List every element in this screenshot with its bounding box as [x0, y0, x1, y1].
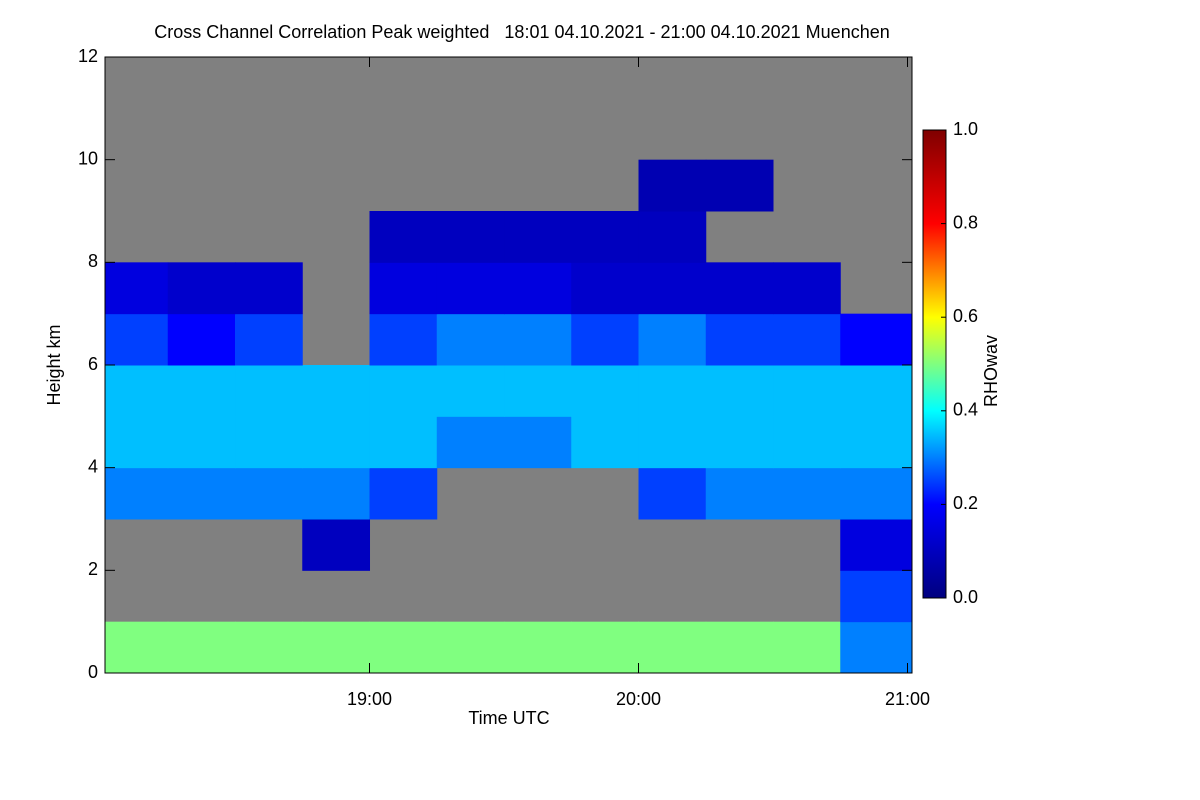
heatmap-cell	[705, 416, 774, 469]
heatmap-cell	[436, 211, 505, 263]
heatmap-cell	[638, 211, 707, 263]
heatmap-cell	[638, 621, 707, 674]
heatmap-cell	[705, 313, 774, 366]
heatmap-cell	[105, 467, 169, 520]
colorbar-tick-label: 0.0	[953, 587, 978, 607]
heatmap-cell	[302, 467, 371, 520]
x-tick-label: 20:00	[616, 689, 661, 709]
heatmap-cell	[436, 313, 505, 366]
heatmap-cell	[369, 313, 438, 366]
colorbar	[922, 129, 947, 599]
heatmap-cell	[571, 211, 640, 263]
heatmap-cell	[235, 621, 303, 674]
heatmap-cell	[705, 159, 774, 212]
y-tick-label: 12	[78, 46, 98, 66]
x-axis-label: Time UTC	[468, 708, 549, 728]
heatmap-cell	[504, 365, 572, 417]
colorbar-label: RHOwav	[981, 335, 1001, 407]
y-tick-label: 6	[88, 354, 98, 374]
heatmap-cell	[840, 570, 913, 623]
heatmap-cell	[436, 365, 505, 417]
colorbar-tick-label: 0.8	[953, 212, 978, 232]
heatmap-cell	[504, 313, 572, 366]
heatmap-cell	[840, 365, 913, 417]
heatmap-cell	[638, 313, 707, 366]
heatmap-cell	[571, 416, 640, 469]
heatmap-cell	[638, 365, 707, 417]
colorbar-tick-label: 1.0	[953, 119, 978, 139]
heatmap-cell	[369, 262, 438, 315]
heatmap-cell	[302, 621, 371, 674]
heatmap-cell	[105, 416, 169, 469]
heatmap-cell	[571, 262, 640, 315]
heatmap-cell	[369, 467, 438, 520]
heatmap-cell	[638, 159, 707, 212]
heatmap-cell	[302, 365, 371, 417]
heatmap-cell	[167, 262, 236, 315]
y-tick-label: 10	[78, 148, 98, 168]
heatmap-cell	[705, 467, 774, 520]
heatmap-cell	[167, 365, 236, 417]
heatmap-cell	[773, 467, 841, 520]
heatmap-cell	[105, 262, 169, 315]
heatmap-cell	[167, 467, 236, 520]
heatmap-cell	[504, 211, 572, 263]
heatmap-cell	[504, 621, 572, 674]
heatmap-cell	[840, 416, 913, 469]
heatmap-cell	[571, 621, 640, 674]
heatmap-cell	[369, 416, 438, 469]
heatmap-cell	[638, 467, 707, 520]
y-tick-label: 4	[88, 456, 98, 476]
heatmap-cell	[840, 621, 913, 674]
heatmap-cell	[369, 365, 438, 417]
heatmap-cell	[235, 416, 303, 469]
heatmap-cell	[105, 313, 169, 366]
heatmap-cell	[436, 262, 505, 315]
colorbar-tick-label: 0.2	[953, 493, 978, 513]
heatmap-cell	[167, 621, 236, 674]
heatmap-cell	[571, 313, 640, 366]
heatmap-cell	[369, 211, 438, 263]
heatmap-cell	[436, 621, 505, 674]
heatmap-cell	[638, 416, 707, 469]
heatmap-cell	[235, 467, 303, 520]
heatmap-cell	[773, 416, 841, 469]
x-tick-label: 21:00	[885, 689, 930, 709]
heatmap-cell	[167, 416, 236, 469]
y-tick-label: 8	[88, 251, 98, 271]
heatmap-cell	[705, 621, 774, 674]
heatmap-cell	[840, 467, 913, 520]
heatmap-cell	[504, 262, 572, 315]
heatmap-cell	[369, 621, 438, 674]
heatmap-cell	[571, 365, 640, 417]
heatmap-cell	[840, 519, 913, 571]
heatmap-cell	[638, 262, 707, 315]
y-axis-label: Height km	[44, 324, 64, 405]
heatmap-cell	[302, 416, 371, 469]
heatmap-cell	[773, 365, 841, 417]
chart-title: Cross Channel Correlation Peak weighted …	[154, 22, 890, 42]
heatmap-cell	[235, 262, 303, 315]
x-tick-label: 19:00	[347, 689, 392, 709]
heatmap-cell	[235, 313, 303, 366]
heatmap-cell	[840, 313, 913, 366]
y-tick-label: 2	[88, 559, 98, 579]
heatmap-cell	[167, 313, 236, 366]
heatmap-cell	[504, 416, 572, 469]
heatmap-cell	[705, 365, 774, 417]
heatmap-cell	[773, 313, 841, 366]
heatmap-cell	[705, 262, 774, 315]
heatmap-cell	[105, 621, 169, 674]
heatmap-cell	[773, 262, 841, 315]
colorbar-tick-label: 0.6	[953, 306, 978, 326]
colorbar-tick-label: 0.4	[953, 400, 978, 420]
heatmap-cell	[773, 621, 841, 674]
heatmap-cell	[235, 365, 303, 417]
heatmap-cell	[302, 519, 371, 571]
heatmap-cell	[436, 416, 505, 469]
heatmap-cell	[105, 365, 169, 417]
y-tick-label: 0	[88, 662, 98, 682]
